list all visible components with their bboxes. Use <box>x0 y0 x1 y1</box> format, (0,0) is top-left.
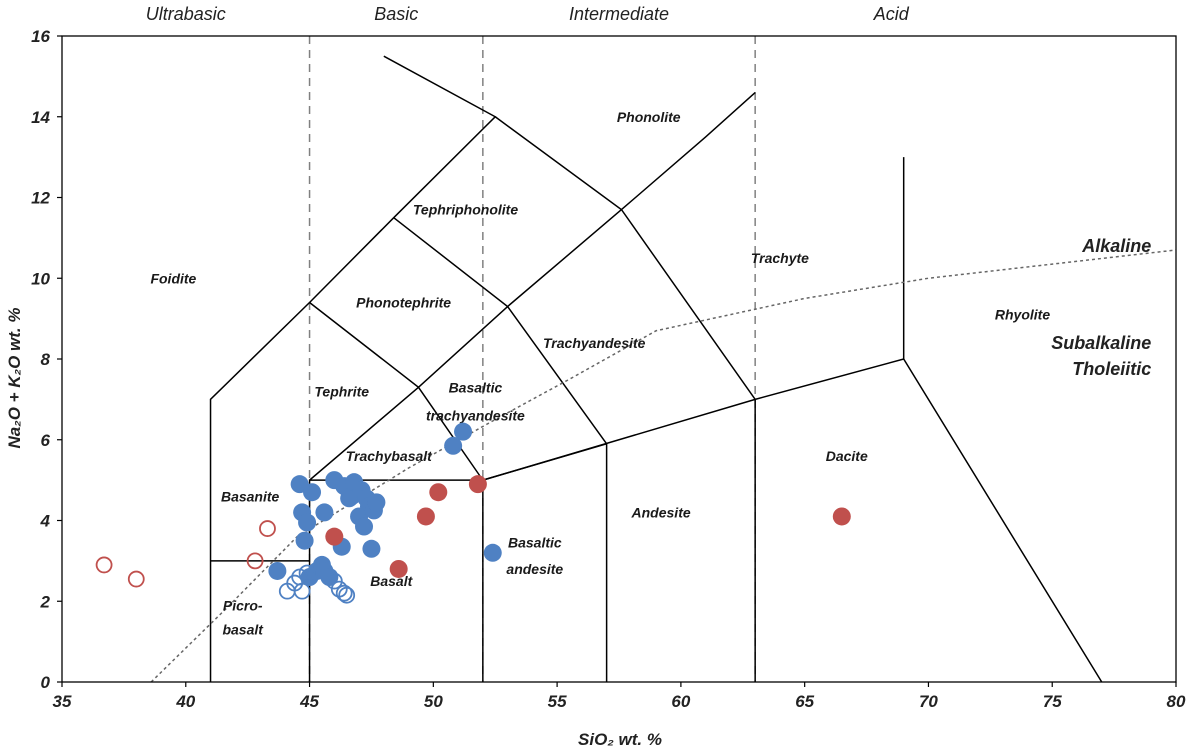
x-tick-label: 35 <box>53 692 72 711</box>
field-label: Basaltic <box>449 379 503 395</box>
data-points <box>95 422 851 604</box>
data-point-hollow <box>298 564 316 582</box>
data-point-solid <box>362 539 381 558</box>
data-point-solid <box>325 527 344 546</box>
data-point-hollow <box>259 520 276 537</box>
data-point-solid <box>367 493 386 512</box>
series-region-label: Tholeiitic <box>1072 359 1151 379</box>
data-point-hollow <box>338 586 356 604</box>
field-label: andesite <box>506 561 563 577</box>
x-tick-label: 75 <box>1043 692 1062 711</box>
field-label: Picro- <box>223 597 263 613</box>
series-region-label: Subalkaline <box>1051 333 1151 353</box>
x-axis-ticks: 35 40 45 50 55 60 65 70 75 80 <box>53 682 1186 711</box>
data-point-solid <box>320 568 339 587</box>
x-tick-label: 55 <box>548 692 567 711</box>
data-point-hollow <box>293 582 311 600</box>
field-label: trachyandesite <box>426 408 525 424</box>
rock-class-header: Intermediate <box>569 4 669 24</box>
y-tick-label: 4 <box>40 512 51 531</box>
x-tick-label: 40 <box>175 692 195 711</box>
data-point-solid <box>389 559 408 578</box>
x-tick-label: 70 <box>919 692 938 711</box>
field-label: Basanite <box>221 488 280 504</box>
data-point-solid <box>444 436 463 455</box>
field-label: Rhyolite <box>995 307 1050 323</box>
x-tick-label: 50 <box>424 692 443 711</box>
y-tick-label: 12 <box>31 189 50 208</box>
data-point-solid <box>303 483 322 502</box>
field-boundary-line <box>494 116 756 682</box>
field-boundary-line <box>308 91 756 682</box>
field-label: Trachyte <box>751 250 809 266</box>
y-tick-label: 8 <box>41 350 51 369</box>
data-point-solid <box>416 507 435 526</box>
field-label: Andesite <box>631 504 691 520</box>
data-point-hollow <box>335 584 353 602</box>
rock-class-headers: Ultrabasic Basic Intermediate Acid <box>146 4 910 24</box>
field-boundary-line <box>482 358 1103 683</box>
field-label: Phonotephrite <box>356 294 451 310</box>
data-point-solid <box>355 517 374 536</box>
field-label: Phonolite <box>617 109 681 125</box>
rock-class-header: Basic <box>374 4 418 24</box>
data-point-hollow <box>95 556 113 574</box>
data-point-hollow <box>325 572 343 590</box>
plot-frame <box>61 35 1177 683</box>
field-label: Dacite <box>826 448 868 464</box>
y-tick-label: 6 <box>41 431 51 450</box>
data-point-solid <box>315 503 334 522</box>
field-label: basalt <box>222 622 264 638</box>
y-tick-label: 2 <box>40 592 51 611</box>
field-label: Trachybasalt <box>346 448 433 464</box>
y-tick-label: 10 <box>31 269 50 288</box>
data-point-hollow <box>246 552 264 570</box>
y-tick-label: 0 <box>41 673 51 692</box>
y-axis-title: Na₂O + K₂O wt. % <box>5 308 24 449</box>
x-tick-label: 45 <box>299 692 319 711</box>
field-boundary-line <box>393 217 608 445</box>
field-label: Basalt <box>370 573 413 589</box>
x-tick-label: 80 <box>1167 692 1186 711</box>
x-tick-label: 60 <box>671 692 690 711</box>
y-tick-label: 16 <box>31 27 50 46</box>
field-label: Tephrite <box>314 383 369 399</box>
data-point-solid <box>832 507 851 526</box>
data-point-solid <box>483 543 502 562</box>
data-point-solid <box>429 483 448 502</box>
rock-class-header: Ultrabasic <box>146 4 226 24</box>
data-point-solid <box>268 561 287 580</box>
data-point-solid <box>468 475 487 494</box>
data-point-hollow <box>127 570 145 588</box>
data-point-solid <box>454 422 473 441</box>
field-boundary-line <box>209 55 497 682</box>
x-tick-label: 65 <box>795 692 814 711</box>
rock-class-header: Acid <box>873 4 910 24</box>
x-axis-title: SiO₂ wt. % <box>578 730 662 749</box>
field-labels: Foidite Phonolite Tephriphonolite Trachyte P… <box>150 109 1050 638</box>
alkaline-subalkaline-boundary <box>150 249 1177 683</box>
field-label: Foidite <box>150 270 196 286</box>
field-label: Trachyandesite <box>543 335 646 351</box>
series-labels: Alkaline Subalkaline Tholeiitic <box>1051 236 1151 379</box>
data-point-solid <box>295 531 314 550</box>
field-label: Tephriphonolite <box>413 202 518 218</box>
field-label: Basaltic <box>508 535 562 551</box>
series-region-label: Alkaline <box>1081 236 1151 256</box>
y-axis-ticks: 0 2 4 6 8 10 12 14 16 <box>31 27 62 692</box>
y-tick-label: 14 <box>31 108 50 127</box>
data-point-solid <box>298 513 317 532</box>
